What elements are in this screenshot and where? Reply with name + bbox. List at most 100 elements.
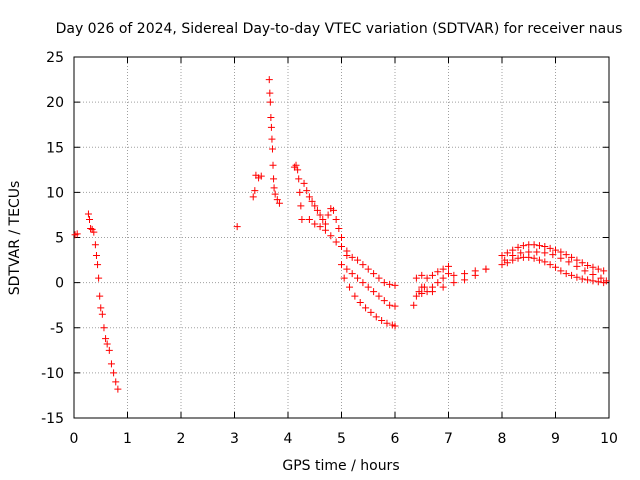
y-tick-label: 0 — [55, 276, 64, 292]
data-point — [370, 288, 378, 296]
data-point — [391, 281, 399, 289]
data-point — [233, 223, 241, 231]
data-point — [530, 254, 538, 262]
data-point — [270, 175, 278, 183]
x-tick-label: 9 — [551, 431, 560, 447]
data-point — [305, 215, 313, 223]
data-point — [428, 271, 436, 279]
data-point — [84, 210, 92, 218]
data-point — [73, 230, 81, 238]
data-point — [600, 267, 608, 275]
data-point — [367, 308, 375, 316]
data-point — [412, 274, 420, 282]
data-point — [383, 319, 391, 327]
data-point — [110, 369, 118, 377]
data-point — [546, 261, 554, 269]
data-point — [589, 277, 597, 285]
data-point — [514, 254, 522, 262]
x-tick-label: 3 — [230, 431, 239, 447]
data-point — [332, 215, 340, 223]
data-point — [535, 242, 543, 250]
data-point — [557, 248, 565, 256]
data-point — [308, 197, 316, 205]
data-point — [102, 335, 110, 343]
data-point — [386, 280, 394, 288]
x-tick-label: 7 — [444, 431, 453, 447]
data-point — [434, 279, 442, 287]
data-point — [445, 262, 452, 270]
y-tick-label: -15 — [41, 411, 64, 427]
data-point — [602, 277, 610, 285]
y-tick-label: 10 — [46, 185, 64, 201]
y-axis-label: SDTVAR / TECUs — [7, 181, 23, 296]
data-point — [533, 248, 541, 256]
data-point — [584, 276, 592, 284]
data-point — [525, 248, 533, 256]
data-point — [303, 187, 311, 195]
data-point — [552, 246, 559, 254]
data-point — [557, 267, 565, 275]
data-point — [338, 234, 345, 241]
data-point — [380, 297, 388, 305]
data-point — [471, 267, 479, 275]
y-tick-label: 15 — [46, 140, 64, 156]
data-point — [266, 89, 274, 97]
data-point — [517, 249, 525, 257]
data-point — [557, 254, 565, 262]
data-point — [420, 283, 428, 291]
data-point — [327, 232, 335, 240]
data-point — [375, 292, 383, 300]
data-point — [97, 304, 105, 312]
data-point — [359, 261, 367, 269]
data-point — [584, 261, 592, 269]
data-point — [329, 206, 337, 214]
y-tick-labels: -15 -10 -5 0 5 10 15 20 25 — [41, 50, 64, 427]
data-point — [267, 113, 275, 121]
data-point — [434, 268, 442, 276]
data-point — [343, 265, 351, 273]
data-point — [450, 279, 458, 287]
chart-title: Day 026 of 2024, Sidereal Day-to-day VTE… — [56, 21, 623, 37]
data-point — [445, 270, 452, 278]
data-point — [112, 378, 120, 386]
data-point — [271, 190, 279, 198]
y-tick-label: 20 — [46, 95, 64, 111]
data-point — [114, 385, 122, 393]
x-tick-label: 6 — [391, 431, 400, 447]
x-tick-label: 2 — [177, 431, 186, 447]
x-tick-label: 5 — [337, 431, 346, 447]
data-point — [372, 313, 380, 321]
x-tick-label: 8 — [498, 431, 507, 447]
data-point — [589, 263, 597, 271]
data-point — [294, 166, 302, 174]
data-point — [562, 251, 570, 259]
x-tick-label: 4 — [284, 431, 293, 447]
data-point — [269, 161, 277, 169]
x-tick-label: 1 — [123, 431, 132, 447]
data-point — [549, 251, 557, 259]
data-point — [568, 253, 576, 261]
data-point — [346, 283, 354, 291]
data-point — [249, 193, 257, 201]
data-point — [332, 238, 340, 246]
data-point — [482, 265, 490, 273]
axis-ticks — [73, 56, 610, 419]
data-point — [268, 135, 276, 143]
data-point — [297, 202, 305, 210]
data-point — [541, 258, 549, 266]
data-point — [530, 241, 538, 249]
data-point — [428, 288, 436, 296]
data-point — [94, 261, 102, 269]
data-point — [541, 249, 549, 257]
data-point — [578, 259, 586, 267]
data-point — [362, 304, 370, 312]
data-point — [354, 256, 362, 264]
data-point — [95, 274, 103, 282]
data-point — [251, 187, 259, 195]
data-point — [578, 275, 586, 283]
data-point — [275, 199, 283, 207]
data-point — [351, 292, 359, 300]
data-point — [509, 252, 517, 260]
data-point — [535, 256, 543, 264]
